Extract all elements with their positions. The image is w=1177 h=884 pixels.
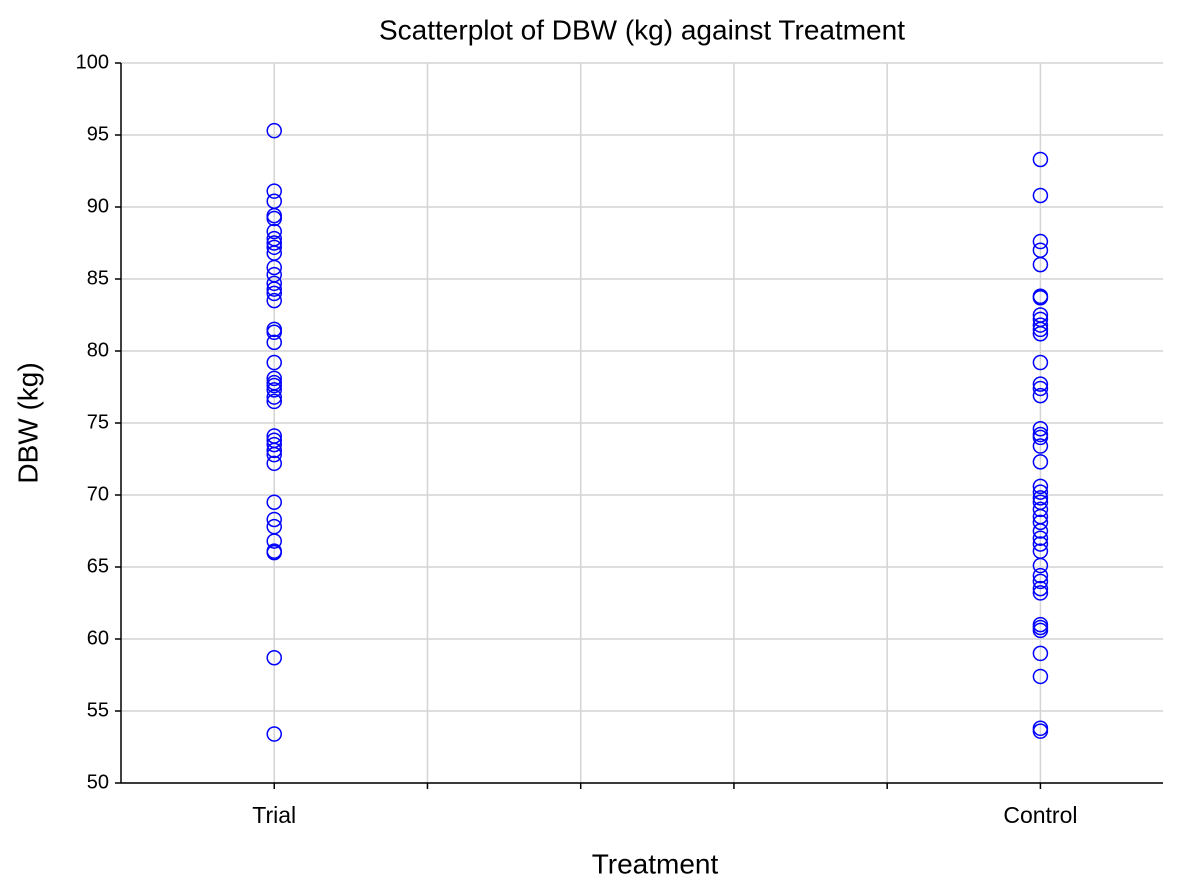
point bbox=[1032, 454, 1049, 470]
point bbox=[266, 533, 282, 549]
y-tick-label: 100 bbox=[76, 51, 109, 73]
point bbox=[1032, 233, 1049, 250]
y-tick-label: 55 bbox=[87, 699, 109, 721]
point bbox=[266, 210, 282, 227]
point bbox=[266, 393, 282, 410]
point bbox=[1032, 557, 1049, 574]
point bbox=[266, 292, 282, 309]
y-tick-label: 50 bbox=[87, 771, 109, 793]
point bbox=[266, 259, 282, 276]
point bbox=[1032, 376, 1049, 392]
y-tick-label: 75 bbox=[87, 411, 109, 433]
point bbox=[266, 239, 282, 256]
point bbox=[1032, 187, 1049, 204]
point bbox=[266, 354, 282, 371]
point bbox=[266, 649, 282, 666]
point bbox=[1032, 325, 1049, 342]
point bbox=[1032, 645, 1049, 662]
y-axis-title: DBW (kg) bbox=[12, 362, 43, 483]
y-tick-label: 85 bbox=[87, 267, 109, 289]
y-tick-label: 60 bbox=[87, 627, 109, 649]
point bbox=[266, 511, 282, 528]
point bbox=[266, 122, 282, 139]
point bbox=[1032, 573, 1049, 590]
y-tick-label: 65 bbox=[87, 555, 109, 577]
point bbox=[1032, 429, 1049, 446]
point bbox=[1032, 530, 1049, 546]
point bbox=[1032, 723, 1049, 739]
point bbox=[1032, 622, 1049, 639]
point bbox=[1032, 668, 1049, 685]
point bbox=[266, 446, 282, 463]
point bbox=[266, 389, 282, 405]
point bbox=[1032, 421, 1049, 437]
x-axis-title: Treatment bbox=[592, 848, 719, 879]
point bbox=[266, 183, 282, 199]
point bbox=[266, 281, 282, 297]
point bbox=[1032, 567, 1049, 584]
point bbox=[266, 223, 282, 240]
point bbox=[266, 436, 282, 453]
point bbox=[1032, 523, 1049, 539]
point bbox=[1032, 536, 1049, 552]
point bbox=[266, 382, 282, 398]
point bbox=[1032, 387, 1049, 404]
y-tick-label: 90 bbox=[87, 195, 109, 217]
point bbox=[1032, 478, 1049, 495]
point bbox=[266, 370, 282, 387]
point bbox=[1032, 514, 1049, 531]
y-tick-label: 95 bbox=[87, 123, 109, 145]
point bbox=[266, 377, 282, 394]
point bbox=[266, 726, 282, 742]
point bbox=[266, 324, 282, 341]
point bbox=[266, 442, 282, 459]
point bbox=[266, 494, 282, 510]
point bbox=[1032, 354, 1049, 371]
point bbox=[1032, 256, 1049, 273]
point bbox=[1032, 438, 1049, 454]
x-tick-label: Trial bbox=[252, 802, 296, 828]
point bbox=[266, 275, 282, 292]
point bbox=[1032, 289, 1049, 306]
point bbox=[1032, 321, 1049, 338]
point bbox=[1032, 501, 1049, 518]
point bbox=[1032, 484, 1049, 500]
chart-title: Scatterplot of DBW (kg) against Treatmen… bbox=[379, 14, 905, 45]
point bbox=[1032, 380, 1049, 397]
y-tick-label: 70 bbox=[87, 483, 109, 505]
point bbox=[1032, 317, 1049, 333]
point bbox=[266, 544, 282, 561]
point bbox=[266, 285, 282, 302]
point bbox=[266, 235, 282, 251]
point bbox=[1032, 580, 1049, 597]
point bbox=[266, 455, 282, 472]
x-tick-label: Control bbox=[1003, 802, 1077, 828]
y-tick-label: 80 bbox=[87, 339, 109, 361]
point bbox=[1032, 151, 1049, 168]
point bbox=[266, 334, 282, 351]
point bbox=[1032, 585, 1049, 601]
point bbox=[1032, 490, 1049, 506]
